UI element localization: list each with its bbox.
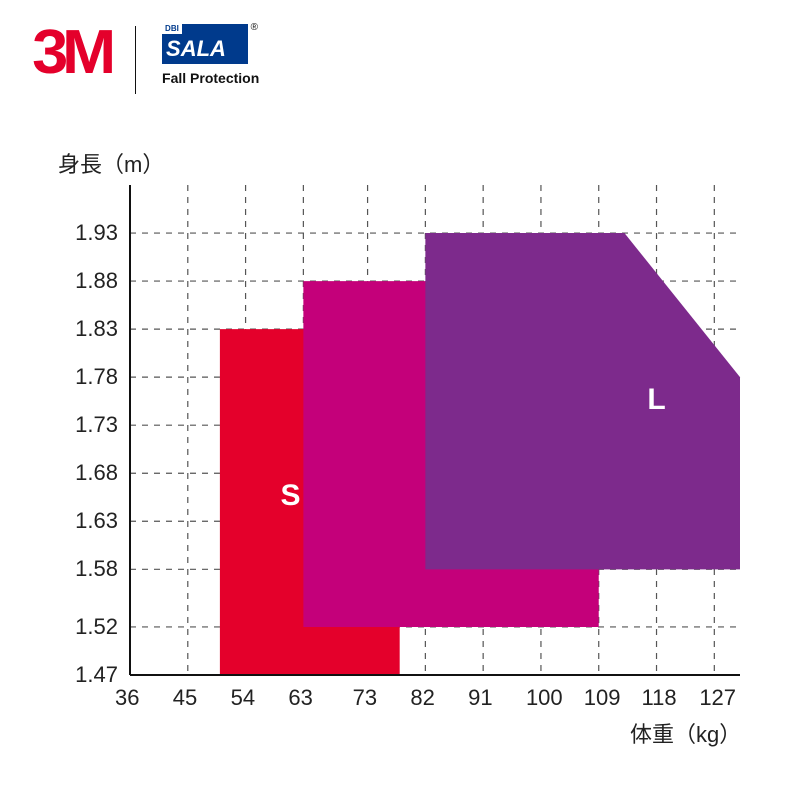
y-tick-label: 1.58 — [75, 556, 118, 582]
y-tick-label: 1.88 — [75, 268, 118, 294]
x-tick-label: 127 — [699, 685, 736, 711]
sala-text: SALA — [166, 36, 226, 62]
x-tick-label: 100 — [526, 685, 563, 711]
logo-divider — [135, 26, 136, 94]
logo-sala: DBI SALA ® Fall Protection — [162, 22, 259, 86]
sala-dbi-text: DBI — [162, 24, 182, 34]
y-tick-label: 1.78 — [75, 364, 118, 390]
y-tick-label: 1.68 — [75, 460, 118, 486]
logo-3m: 3M — [32, 22, 110, 84]
x-tick-label: 73 — [353, 685, 377, 711]
sala-registered-icon: ® — [251, 22, 258, 33]
sala-badge: DBI SALA ® — [162, 24, 248, 64]
y-tick-label: 1.83 — [75, 316, 118, 342]
x-axis-title: 体重（kg） — [630, 717, 741, 749]
sala-subtitle: Fall Protection — [162, 70, 259, 86]
y-tick-label: 1.47 — [75, 662, 118, 688]
brand-header: 3M DBI SALA ® Fall Protection — [34, 22, 259, 102]
size-region-label-s: S — [281, 479, 301, 512]
x-tick-label: 45 — [173, 685, 197, 711]
x-tick-label: 82 — [410, 685, 434, 711]
x-tick-label: 109 — [584, 685, 621, 711]
y-tick-label: 1.52 — [75, 614, 118, 640]
size-chart: 身長（m） SML 体重（kg） 1.471.521.581.631.681.7… — [55, 185, 750, 685]
x-tick-label: 91 — [468, 685, 492, 711]
x-tick-label: 118 — [642, 685, 677, 711]
x-tick-label: 63 — [288, 685, 312, 711]
x-tick-label: 36 — [115, 685, 139, 711]
y-axis-title: 身長（m） — [58, 147, 164, 179]
y-tick-label: 1.93 — [75, 220, 118, 246]
size-region-label-l: L — [647, 383, 665, 416]
y-tick-label: 1.63 — [75, 508, 118, 534]
x-tick-label: 54 — [231, 685, 255, 711]
size-region-l — [425, 233, 740, 569]
y-tick-label: 1.73 — [75, 412, 118, 438]
chart-svg: SML — [55, 185, 750, 685]
